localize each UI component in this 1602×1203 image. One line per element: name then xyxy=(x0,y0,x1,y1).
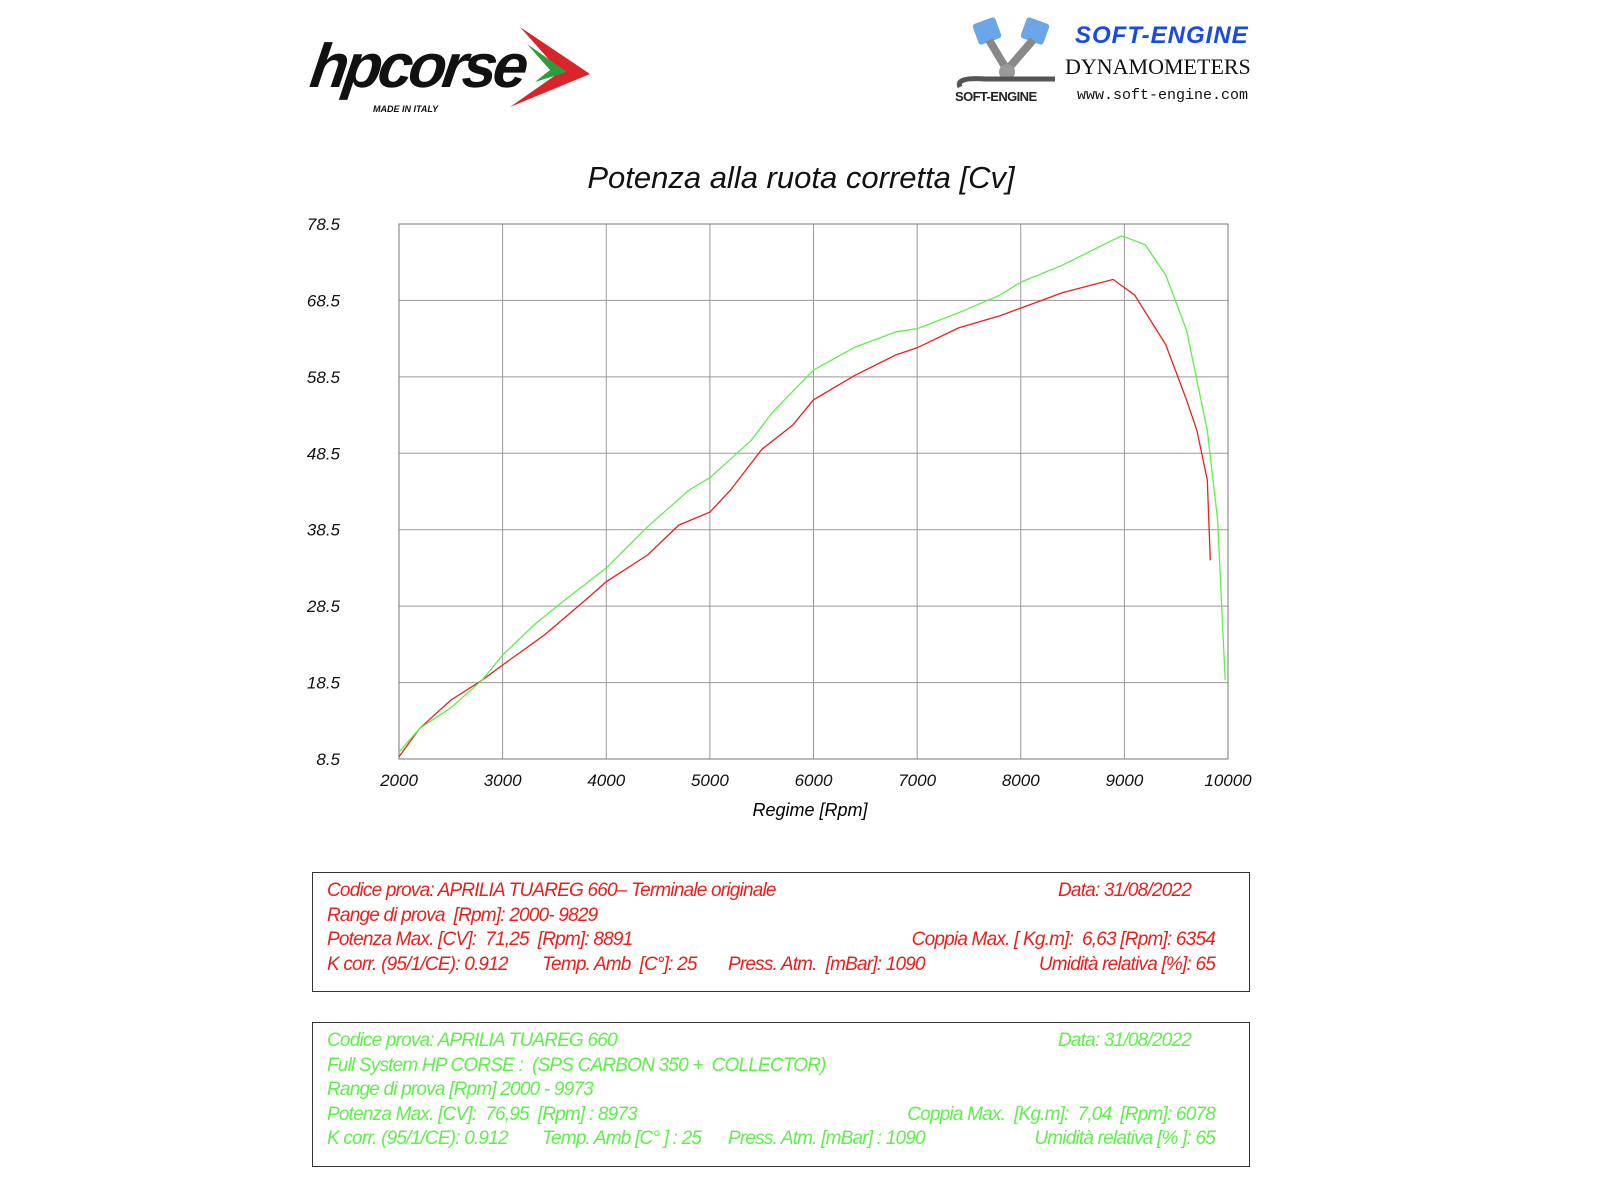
hpcorse-tagline: MADE IN ITALY xyxy=(373,104,439,114)
test-info-row: Potenza Max. [CV]: 76,95 [Rpm] : 8973 Cop… xyxy=(313,1104,1249,1129)
x-tick-label: 5000 xyxy=(691,771,729,790)
y-tick-label: 68.5 xyxy=(307,291,341,310)
x-tick-label: 10000 xyxy=(1204,771,1252,790)
test-info-field: Codice prova: APRILIA TUAREG 660– Termin… xyxy=(327,880,776,901)
softengine-mark: SOFT-ENGINE xyxy=(955,89,1037,104)
test-info-box: Codice prova: APRILIA TUAREG 660– Termin… xyxy=(312,872,1250,992)
x-tick-label: 2000 xyxy=(379,771,418,790)
x-tick-label: 7000 xyxy=(898,771,936,790)
softengine-title: SOFT-ENGINE xyxy=(1075,22,1249,49)
chart-title: Potenza alla ruota corretta [Cv] xyxy=(587,160,1015,195)
test-info-field: Press. Atm. [mBar] : 1090 xyxy=(728,1128,926,1149)
hpcorse-chevron-icon xyxy=(510,27,590,107)
y-tick-label: 48.5 xyxy=(307,444,341,463)
x-tick-label: 6000 xyxy=(795,771,833,790)
y-tick-label: 78.5 xyxy=(307,215,341,234)
test-info-field: Temp. Amb [C°]: 25 xyxy=(542,953,697,975)
softengine-logo: SOFT-ENGINE SOFT-ENGINE DYNAMOMETERS www… xyxy=(955,15,1275,110)
test-info-row: Codice prova: APRILIA TUAREG 660 Data: 31… xyxy=(313,1030,1249,1055)
test-info-row: Codice prova: APRILIA TUAREG 660– Termin… xyxy=(313,880,1249,905)
test-info-field: K corr. (95/1/CE): 0.912 xyxy=(327,953,509,975)
y-tick-label: 28.5 xyxy=(306,597,341,616)
x-tick-label: 4000 xyxy=(587,771,625,790)
piston-icon xyxy=(956,17,1055,89)
power-chart: 2000 3000 4000 5000 6000 7000 8000 9000 10000 78.… xyxy=(306,215,1252,790)
test-info-field: Codice prova: APRILIA TUAREG 660 xyxy=(327,1030,618,1051)
x-tick-label: 3000 xyxy=(484,771,522,790)
softengine-url: www.soft-engine.com xyxy=(1077,87,1249,104)
test-info-field: Press. Atm. [mBar]: 1090 xyxy=(728,953,926,975)
test-info-field: Coppia Max. [Kg.m]: 7,04 [Rpm]: 6078 xyxy=(907,1103,1216,1125)
softengine-subtitle: DYNAMOMETERS xyxy=(1065,54,1251,79)
test-info-field: K corr. (95/1/CE): 0.912 xyxy=(327,1128,509,1149)
test-info-field: Potenza Max. [CV]: 71,25 [Rpm]: 8891 xyxy=(327,929,633,950)
y-tick-label: 18.5 xyxy=(307,674,341,693)
test-info-field: Range di prova [Rpm] 2000 - 9973 xyxy=(327,1079,594,1100)
test-info-field: Umidità relativa [% ]: 65 xyxy=(1034,1128,1215,1149)
x-tick-label: 8000 xyxy=(1002,771,1040,790)
y-tick-label: 38.5 xyxy=(307,521,341,540)
test-info-field: Data: 31/08/2022 xyxy=(1058,1030,1192,1051)
test-info-field: Temp. Amb [C° ] : 25 xyxy=(542,1128,702,1149)
y-tick-label: 58.5 xyxy=(307,368,341,387)
test-info-row: Full System HP CORSE : (SPS CARBON 350 +… xyxy=(313,1055,1249,1080)
test-info-row: Potenza Max. [CV]: 71,25 [Rpm]: 8891 Copp… xyxy=(313,929,1249,954)
test-info-row: Range di prova [Rpm] 2000 - 9973 xyxy=(313,1079,1249,1104)
series-line-0 xyxy=(398,278,1211,758)
test-info-box: Codice prova: APRILIA TUAREG 660 Data: 31… xyxy=(312,1022,1250,1167)
test-info-row: Range di prova [Rpm]: 2000- 9829 xyxy=(313,905,1249,930)
test-info-row: K corr. (95/1/CE): 0.912 Temp. Amb [C° ] … xyxy=(313,1128,1249,1153)
test-info-field: Coppia Max. [ Kg.m]: 6,63 [Rpm]: 6354 xyxy=(911,929,1216,950)
test-info-field: Data: 31/08/2022 xyxy=(1058,880,1192,901)
test-info-field: Range di prova [Rpm]: 2000- 9829 xyxy=(327,904,598,926)
plot-frame xyxy=(398,223,1229,760)
x-axis-label: Regime [Rpm] xyxy=(752,800,868,820)
y-tick-label: 8.5 xyxy=(316,750,340,769)
test-info-field: Umidità relativa [%]: 65 xyxy=(1038,953,1216,975)
series-line-1 xyxy=(398,235,1226,753)
test-info-row: K corr. (95/1/CE): 0.912 Temp. Amb [C°]: … xyxy=(313,954,1249,979)
x-tick-label: 9000 xyxy=(1105,771,1143,790)
test-info-field: Potenza Max. [CV]: 76,95 [Rpm] : 8973 xyxy=(327,1103,638,1125)
test-info-field: Full System HP CORSE : (SPS CARBON 350 +… xyxy=(327,1054,827,1076)
hpcorse-logo: hpcorse MADE IN ITALY xyxy=(305,22,595,122)
